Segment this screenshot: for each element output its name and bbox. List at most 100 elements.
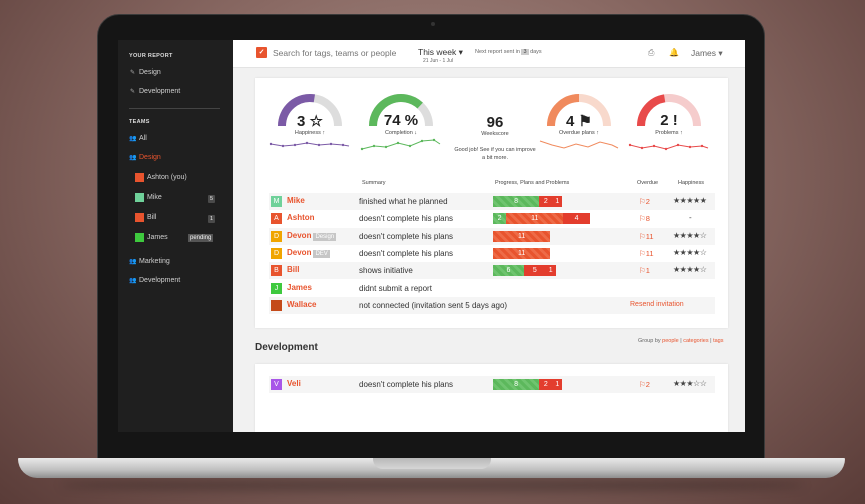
row-name-text: Mike	[287, 196, 305, 205]
group-by-tags[interactable]: tags	[713, 338, 724, 344]
happiness-gauge	[278, 94, 342, 127]
sidebar-item-label: Bill	[147, 214, 157, 221]
week-selector[interactable]: This week ▾	[418, 47, 463, 58]
happiness-stars: ★★★★☆	[673, 230, 707, 240]
table-row[interactable]: J James didnt submit a report	[269, 280, 715, 297]
avatar: D	[271, 247, 282, 259]
group-by-prefix: Group by	[638, 338, 661, 344]
bill-count-badge: 1	[208, 215, 216, 223]
sidebar-team-design[interactable]: 👥 Design	[129, 154, 161, 161]
happiness-stars: ★★★★★	[673, 196, 707, 205]
days-label: days	[530, 49, 542, 55]
table-row[interactable]: B Bill shows initiative 6 5 1 ⚐1 ★★★★☆	[269, 262, 715, 280]
kpi-happiness: 3 ☆ Happiness ↑	[270, 92, 350, 136]
table-row[interactable]: V Veli doesn't complete his plans 8 2 1 ⚐2 ★★★☆…	[269, 376, 715, 393]
weekscore-message: Good job! See if you can improve a bit m…	[454, 147, 536, 161]
app-logo[interactable]: ✓	[256, 47, 267, 58]
group-by-categories[interactable]: categories	[683, 338, 709, 344]
progress-segment: 8	[493, 196, 540, 207]
completion-gauge	[369, 94, 433, 127]
weekscore-label: Weekscore	[481, 131, 509, 137]
progress-segment: 5	[523, 265, 546, 277]
bell-icon[interactable]: 🔔	[669, 48, 679, 57]
avatar: J	[271, 282, 282, 294]
overdue-count: ⚐11	[639, 231, 654, 241]
row-name[interactable]: Devon DEV	[287, 248, 330, 258]
webcam	[431, 22, 435, 26]
table-row[interactable]: D Devon DEV doesn't complete his plans 11 ⚐11…	[269, 245, 715, 262]
avatar: A	[271, 213, 282, 225]
kpi-completion: 74 % Completion ↓	[361, 92, 441, 136]
problems-label: Problems ↑	[629, 130, 709, 136]
search-input[interactable]	[273, 47, 403, 59]
avatar: V	[271, 379, 282, 390]
row-summary: doesn't complete his plans	[359, 214, 454, 224]
print-icon[interactable]: ⎙	[648, 48, 655, 57]
progress-segment: 2	[539, 196, 553, 207]
sidebar-report-design[interactable]: ✎ Design	[129, 69, 161, 76]
problems-sparkline	[628, 143, 709, 151]
chevron-down-icon: ▾	[458, 47, 463, 57]
overdue-label-text: Overdue plans	[558, 130, 595, 136]
member-color-swatch	[135, 233, 144, 242]
weekscore-value: 96	[486, 114, 504, 131]
sidebar-team-development[interactable]: 👥 Development	[129, 277, 180, 284]
table-row[interactable]: A Ashton doesn't complete his plans 2 11 4 ⚐8 -	[269, 210, 715, 227]
sidebar-member-bill[interactable]: Bill	[135, 213, 156, 222]
row-name[interactable]: Devon Design	[287, 230, 337, 241]
completion-sparkline	[360, 138, 441, 151]
resend-invitation-link[interactable]: Resend invitation	[630, 300, 684, 308]
table-row[interactable]: Wallace not connected (invitation sent 5 …	[269, 296, 715, 314]
sidebar-team-marketing[interactable]: 👥 Marketing	[129, 258, 170, 265]
row-name[interactable]: Wallace	[287, 300, 317, 309]
completion-label: Completion ↓	[361, 130, 441, 136]
sidebar-member-mike[interactable]: Mike	[135, 193, 162, 202]
sidebar-report-heading: YOUR REPORT	[129, 53, 173, 59]
sidebar-team-all[interactable]: 👥 All	[129, 135, 147, 142]
sidebar-member-james[interactable]: James	[135, 233, 168, 242]
week-label: This week	[418, 47, 457, 57]
group-by-sep: |	[710, 338, 712, 344]
table-row[interactable]: M Mike finished what he planned 8 2 1 ⚐2 ★★★★★	[269, 193, 715, 210]
member-color-swatch	[135, 173, 144, 182]
row-tag: DEV	[313, 249, 330, 258]
row-summary: not connected (invitation sent 5 days ag…	[359, 300, 508, 310]
col-progress: Progress, Plans and Problems	[495, 180, 570, 186]
top-bar: ✓ This week ▾ 21 Jun - 1 Jul Next report…	[233, 40, 745, 68]
avatar: B	[271, 265, 282, 277]
sidebar-item-label: Design	[139, 154, 161, 161]
sidebar-item-label: Mike	[147, 194, 162, 201]
overdue-gauge	[547, 94, 611, 127]
progress-bar: 11	[493, 230, 551, 242]
progress-segment: 4	[563, 213, 590, 225]
row-summary: doesn't complete his plans	[359, 248, 454, 258]
flag-icon: ⚑	[578, 113, 592, 130]
row-name[interactable]: Veli	[287, 379, 301, 388]
progress-segment: 1	[552, 196, 563, 207]
user-name: James	[691, 48, 717, 58]
arrow-up-icon: ↑	[322, 130, 326, 136]
row-name[interactable]: Ashton	[287, 213, 315, 222]
table-row[interactable]: D Devon Design doesn't complete his plans 11…	[269, 227, 715, 245]
progress-segment: 1	[552, 379, 563, 390]
group-by-people[interactable]: people	[662, 338, 679, 344]
next-report-days: 3	[521, 49, 529, 55]
progress-segment: 11	[493, 230, 551, 242]
happiness-stars: ★★★★☆	[673, 247, 707, 257]
problems-value: 2 !	[660, 112, 678, 129]
row-name-text: Devon	[287, 230, 312, 240]
overdue-label: Overdue plans ↑	[539, 130, 619, 136]
users-icon: 👥	[129, 136, 137, 142]
row-name-text: Bill	[287, 265, 300, 275]
edit-icon: ✎	[129, 89, 136, 95]
progress-segment: 2	[539, 379, 553, 390]
row-name[interactable]: Bill	[287, 265, 299, 274]
row-name[interactable]: Mike	[287, 196, 305, 205]
row-name-text: Wallace	[287, 299, 317, 309]
sidebar-report-development[interactable]: ✎ Development	[129, 88, 180, 95]
sidebar-member-ashton[interactable]: Ashton (you)	[135, 173, 187, 182]
row-name[interactable]: James	[287, 283, 312, 292]
sidebar-item-label: Marketing	[139, 258, 170, 265]
avatar: M	[271, 196, 282, 207]
user-menu[interactable]: James ▾	[691, 48, 723, 59]
